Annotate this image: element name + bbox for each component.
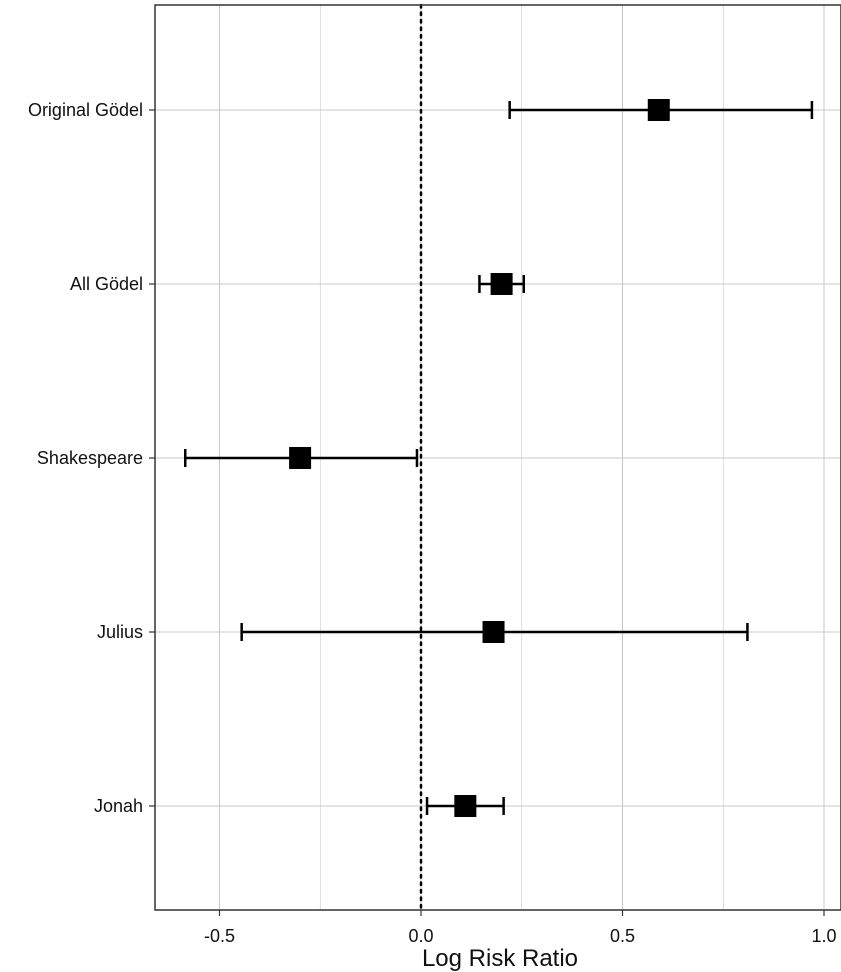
estimate-marker <box>482 621 505 643</box>
y-axis: Original Gödel All Gödel Shakespeare Julius… <box>28 100 155 816</box>
y-tick-label: Shakespeare <box>37 448 143 468</box>
x-tick-label: 0.5 <box>610 926 635 946</box>
row-1 <box>478 273 526 295</box>
y-tick-label: Original Gödel <box>28 100 143 120</box>
row-3 <box>240 621 749 643</box>
x-tick-label: 1.0 <box>811 926 836 946</box>
estimate-marker <box>490 273 513 295</box>
y-tick-label: All Gödel <box>70 274 143 294</box>
row-2 <box>183 447 419 469</box>
y-tick-label: Julius <box>97 622 143 642</box>
y-tick-label: Jonah <box>94 796 143 816</box>
row-4 <box>425 795 505 817</box>
estimate-marker <box>454 795 477 817</box>
x-tick-label: -0.5 <box>204 926 235 946</box>
estimate-marker <box>647 99 670 121</box>
estimate-marker <box>289 447 312 469</box>
x-axis-title: Log Risk Ratio <box>422 945 578 972</box>
x-axis: -0.5 0.0 0.5 1.0 <box>204 910 837 946</box>
x-tick-label: 0.0 <box>408 926 433 946</box>
row-0 <box>508 99 814 121</box>
estimates-layer <box>183 99 814 817</box>
